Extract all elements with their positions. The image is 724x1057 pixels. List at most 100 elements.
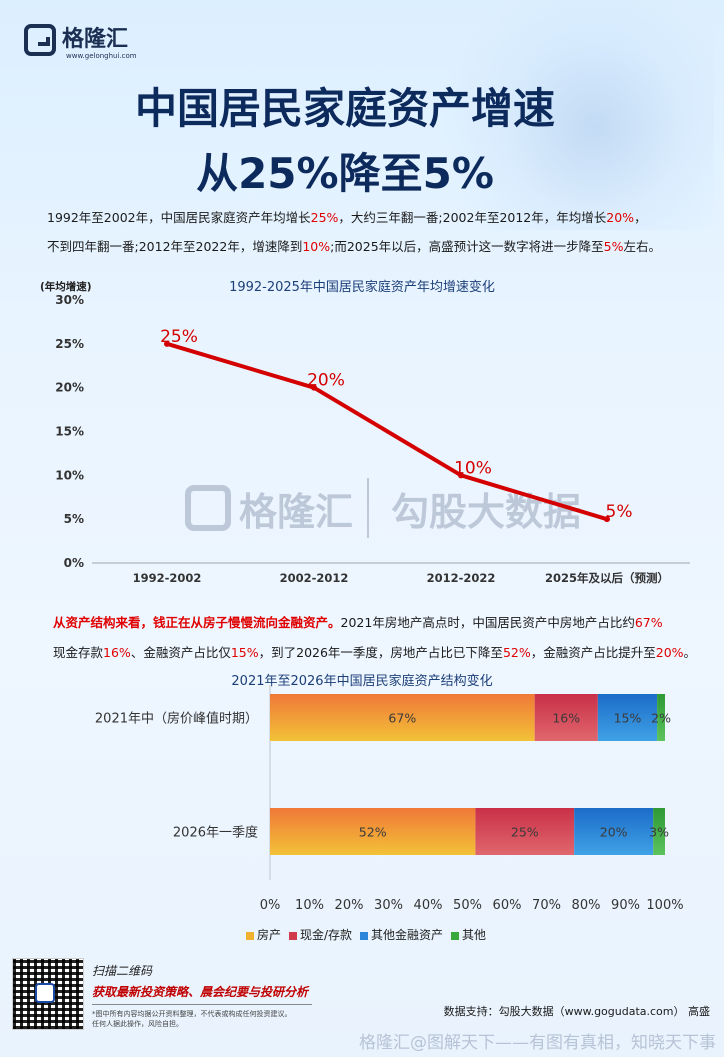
legend-swatch: [451, 931, 460, 940]
footer-disclaimer-1: *图中所有内容均据公开资料整理，不代表或构成任何投资建议。: [92, 1010, 292, 1018]
x-tick-label: 40%: [414, 898, 443, 913]
bar-value-label: 25%: [511, 825, 539, 840]
series-line: [166, 341, 608, 522]
watermark: 格隆汇 勾股大数据: [185, 478, 581, 538]
x-tick-label: 80%: [572, 898, 601, 913]
bar-segment: [475, 808, 575, 855]
data-label: 25%: [160, 327, 198, 347]
legend-label: 现金/存款: [299, 928, 353, 942]
mid-highlight: 16%: [103, 645, 131, 660]
line-chart-ylabel: (年均增速): [40, 281, 92, 293]
bar-value-label: 2%: [651, 711, 671, 726]
legend-swatch: [245, 931, 254, 940]
logo-g-icon: [24, 24, 56, 56]
bar-segment: [534, 694, 598, 741]
stacked-bar-chart: 2021年中（房价峰值时期） 67% 16% 15% 2% 2026年一季度 52% 25% 2…: [95, 685, 684, 913]
category-label: 2021年中（房价峰值时期）: [95, 711, 258, 727]
data-point: [604, 516, 610, 523]
x-tick-label: 30%: [374, 898, 403, 913]
bar-chart-legend: 房产 现金/存款 其他金融资产 其他: [0, 926, 724, 943]
legend-label: 房产: [256, 928, 281, 942]
x-tick-label: 1992-2002: [133, 571, 202, 585]
watermark-brand: 格隆汇: [239, 489, 354, 534]
mid-line-1: 从资产结构来看，钱正在从房子慢慢流向金融资产。2021年房地产高点时，中国居民资…: [53, 612, 663, 631]
page-title-line1: 中国居民家庭资产增速: [134, 84, 555, 133]
mid-highlight: 52%: [502, 645, 531, 660]
intro-highlight: 25%: [310, 210, 339, 225]
intro-text: ，大约三年翻一番;2002年至2012年，年均增长: [338, 210, 607, 225]
intro-text: 1992年至2002年，中国居民家庭资产年均增长: [47, 210, 311, 225]
x-tick-label: 0%: [260, 898, 281, 913]
footer-divider: [92, 1004, 312, 1005]
x-tick-label: 50%: [453, 898, 482, 913]
y-tick-label: 5%: [64, 512, 84, 526]
brand-url: www.gelonghui.com: [66, 52, 137, 60]
mid-highlight: 20%: [655, 645, 684, 660]
mid-text: 2021年房地产高点时，中国居民资产中房地产占比约: [340, 615, 635, 630]
data-source: 数据支持：勾股大数据（www.gogudata.com） 高盛: [443, 1005, 710, 1018]
data-point: [458, 472, 464, 479]
x-tick-label: 90%: [611, 898, 640, 913]
watermark-divider: [367, 478, 370, 538]
intro-line-1: 1992年至2002年，中国居民家庭资产年均增长25%，大约三年翻一番;2002…: [47, 207, 647, 226]
bar-value-label: 16%: [552, 711, 580, 726]
intro-text: 左右。: [623, 239, 662, 254]
mid-text: 、金融资产占比仅: [130, 645, 231, 660]
mid-highlight: 15%: [230, 645, 259, 660]
data-label: 5%: [606, 502, 633, 522]
bar-value-label: 67%: [388, 711, 416, 726]
mid-text: 。: [683, 645, 697, 660]
data-label: 20%: [307, 371, 345, 391]
y-tick-label: 10%: [55, 468, 84, 482]
mid-highlight: 从资产结构来看，钱正在从房子慢慢流向金融资产。: [53, 615, 341, 630]
bar-segment: [597, 694, 658, 741]
category-label: 2026年一季度: [173, 825, 258, 841]
footer-disclaimer-2: 任何人据此操作，风险自担。: [92, 1020, 183, 1028]
qr-logo-icon: [35, 983, 55, 1003]
legend-label: 其他金融资产: [371, 928, 444, 942]
y-tick-label: 25%: [55, 337, 84, 351]
intro-text: ，: [634, 210, 647, 225]
brand-name: 格隆汇: [62, 27, 129, 52]
scan-label: 扫描二维码: [92, 964, 153, 978]
intro-text: ;而2025年以后，高盛预计这一数字将进一步降至: [330, 239, 604, 254]
legend-swatch: [360, 931, 369, 940]
line-chart: 0% 5% 10% 15% 20% 25% 30% 1992-2002 2002-2012 201…: [55, 293, 690, 585]
watermark-partner: 勾股大数据: [391, 489, 582, 534]
footer-info: 扫描二维码 获取最新投资策略、晨会纪要与投研分析 *图中所有内容均据公开资料整理…: [92, 962, 312, 1029]
bar-segment: [270, 808, 476, 855]
legend-label: 其他: [462, 928, 487, 942]
x-tick-label: 2012-2022: [427, 571, 496, 585]
bar-value-label: 52%: [359, 825, 387, 840]
mid-text: ，金融资产占比提升至: [530, 645, 656, 660]
mid-line-2: 现金存款16%、金融资产占比仅15%，到了2026年一季度，房地产占比已下降至5…: [53, 642, 696, 661]
bar-segment: [653, 808, 665, 855]
x-tick-label: 100%: [646, 898, 683, 913]
y-tick-label: 20%: [55, 381, 84, 395]
x-tick-label: 2025年及以后（预测）: [545, 571, 669, 585]
mid-text: 现金存款: [53, 645, 104, 660]
data-point: [311, 384, 317, 391]
bar-value-label: 15%: [614, 711, 642, 726]
bar-segment: [574, 808, 654, 855]
intro-highlight: 10%: [302, 239, 331, 254]
mid-highlight: 67%: [634, 615, 663, 630]
bar-chart-title: 2021年至2026年中国居民家庭资产结构变化: [231, 674, 493, 689]
y-tick-label: 0%: [64, 556, 84, 570]
bottom-tagline: 格隆汇@图解天下——有图有真相，知晓天下事: [359, 1033, 716, 1053]
intro-line-2: 不到四年翻一番;2012年至2022年，增速降到10%;而2025年以后，高盛预…: [47, 236, 661, 255]
bar-segment: [270, 694, 535, 741]
bar-value-label: 20%: [600, 825, 628, 840]
bar-segment: [657, 694, 665, 741]
x-tick-label: 70%: [532, 898, 561, 913]
intro-highlight: 20%: [606, 210, 635, 225]
bar-value-label: 3%: [649, 825, 669, 840]
data-label: 10%: [454, 458, 492, 478]
y-tick-label: 30%: [55, 293, 84, 307]
legend-swatch: [288, 931, 297, 940]
x-tick-label: 10%: [295, 898, 324, 913]
page-title-line2: 从25%降至5%: [196, 149, 494, 198]
brand-logo: 格隆汇: [24, 24, 128, 56]
footer-slogan: 获取最新投资策略、晨会纪要与投研分析: [92, 985, 309, 999]
data-point: [164, 340, 170, 347]
